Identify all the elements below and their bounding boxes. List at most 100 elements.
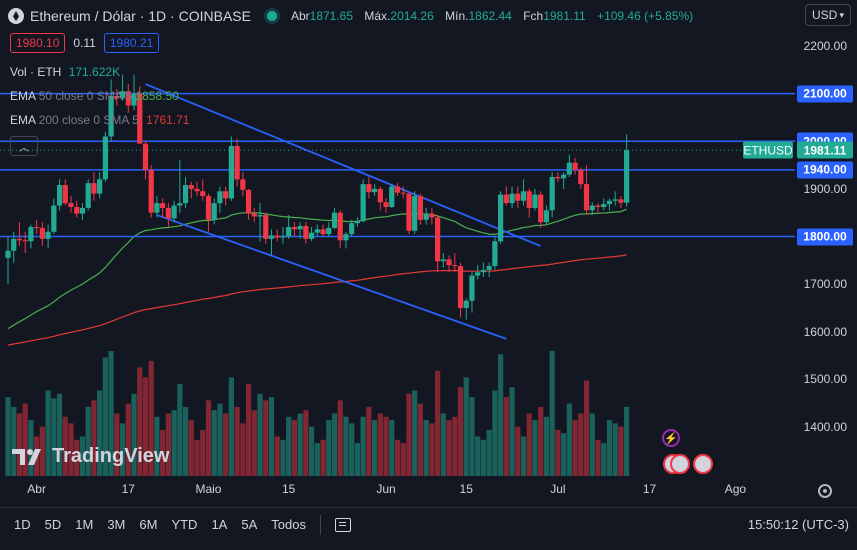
timeframe-button-1d[interactable]: 1D — [14, 517, 31, 532]
candle-body — [583, 184, 590, 211]
price-tick-label: 1600.00 — [803, 324, 847, 339]
candle-body — [343, 234, 349, 241]
ethereum-icon — [8, 8, 24, 24]
ema200-line — [7, 254, 627, 346]
volume-bar — [515, 426, 521, 476]
candle-body — [480, 269, 487, 273]
ema200-params: 200 close 0 SMA 5 — [38, 113, 139, 127]
candle-body — [74, 206, 80, 214]
volume-bar — [624, 406, 630, 476]
candle-body — [194, 188, 200, 192]
candle-body — [114, 96, 120, 99]
candle-body — [240, 179, 246, 190]
candle-body — [538, 194, 544, 223]
calendar-range-icon[interactable] — [334, 517, 351, 532]
candle-body — [412, 196, 418, 231]
volume-bar — [526, 413, 532, 476]
candle-body — [182, 185, 189, 204]
volume-bar — [274, 436, 280, 476]
volume-bar — [457, 387, 464, 476]
volume-bar — [595, 439, 601, 476]
candle-body — [595, 205, 601, 207]
candle-body — [618, 199, 624, 203]
price-axis[interactable]: 2200.002100.002000.001900.001800.001700.… — [795, 0, 857, 500]
candle-body — [589, 205, 595, 211]
timeframe-button-6m[interactable]: 6M — [139, 517, 158, 532]
timeframe-button-ytd[interactable]: YTD — [171, 517, 198, 532]
timeframe-button-3m[interactable]: 3M — [107, 517, 126, 532]
candle-body — [34, 226, 40, 228]
volume-bar — [349, 423, 355, 476]
change-value: +109.46 (+5.85%) — [597, 9, 694, 23]
volume-bar — [440, 413, 446, 476]
volume-bar — [463, 377, 469, 476]
chevron-down-icon: ▾ — [839, 9, 844, 20]
ema50-line — [7, 208, 627, 330]
volume-bar — [119, 423, 126, 476]
volume-bar — [280, 439, 286, 476]
candle-body — [188, 185, 194, 189]
timeframe-button-5a[interactable]: 5A — [241, 517, 258, 532]
volume-bar — [331, 413, 338, 476]
candle-body — [371, 188, 378, 193]
volume-bar — [114, 413, 120, 476]
level-price-badge: 2100.00 — [797, 85, 853, 103]
price-tick-label: 1900.00 — [803, 181, 847, 196]
candle-body — [601, 204, 607, 207]
time-axis[interactable]: Abr 17 Maio 15 Jun 15 Jul 17 Ago — [0, 482, 795, 500]
volume-bar — [434, 370, 441, 476]
ohlc-values: Abr1871.65 Máx.2014.26 Mín.1862.44 Fch19… — [291, 9, 701, 23]
collapse-legend-button[interactable]: ︿ — [10, 136, 38, 156]
volume-bar — [371, 420, 378, 476]
candle-body — [452, 265, 458, 267]
volume-bar — [337, 400, 343, 476]
currency-selector[interactable]: USD ▾ — [805, 4, 851, 26]
volume-bar — [360, 416, 366, 476]
volume-legend[interactable]: Vol · ETH 171.622K — [10, 65, 120, 79]
time-tick-label: 17 — [121, 482, 135, 496]
us-flag-event-icon[interactable] — [670, 454, 690, 474]
candle-body — [423, 213, 429, 220]
price-tick-label: 2200.00 — [803, 39, 847, 53]
ema200-legend[interactable]: EMA 200 close 0 SMA 5 1761.71 — [10, 113, 189, 127]
symbol-header: Ethereum / Dólar · 1D · COINBASE Abr1871… — [8, 6, 701, 26]
timeframe-button-todos[interactable]: Todos — [271, 517, 306, 532]
candle-body — [297, 226, 303, 230]
volume-bar — [45, 390, 51, 476]
us-flag-event-icon[interactable] — [693, 454, 713, 474]
volume-bar — [400, 443, 406, 476]
settings-gear-icon[interactable] — [818, 484, 832, 498]
volume-bar — [532, 420, 538, 476]
volume-bar — [240, 423, 246, 476]
candle-body — [228, 146, 234, 199]
lightning-event-icon[interactable]: ⚡ — [662, 429, 680, 447]
timeframe-button-1m[interactable]: 1M — [75, 517, 94, 532]
volume-bar — [343, 416, 349, 476]
ema50-legend[interactable]: EMA 50 close 0 SMA 5 1858.50 — [10, 89, 179, 103]
volume-bar — [194, 439, 200, 476]
volume-bar — [137, 367, 143, 476]
last-price-badge: 1981.11 — [797, 141, 853, 159]
candle-body — [108, 96, 114, 137]
timeframe-button-5d[interactable]: 5D — [44, 517, 62, 532]
volume-bar — [509, 387, 515, 476]
clock-timezone[interactable]: 15:50:12 (UTC-3) — [747, 517, 849, 532]
volume-bar — [177, 383, 183, 476]
trendline — [156, 214, 507, 340]
volume-bar — [200, 429, 206, 476]
market-status-icon[interactable] — [266, 11, 277, 21]
sell-button[interactable]: 1980.10 — [10, 33, 66, 53]
symbol-title[interactable]: Ethereum / Dólar · 1D · COINBASE — [30, 8, 251, 24]
candle-body — [91, 183, 97, 194]
buy-button[interactable]: 1980.21 — [103, 33, 160, 53]
candle-body — [257, 215, 263, 217]
tradingview-wordmark: TradingView — [52, 445, 170, 467]
candle-body — [308, 232, 315, 239]
candle-body — [360, 184, 366, 222]
volume-bar — [268, 397, 275, 476]
price-chart[interactable] — [0, 0, 795, 482]
timeframe-button-1a[interactable]: 1A — [211, 517, 228, 532]
candle-body — [457, 266, 464, 308]
volume-bar — [28, 420, 34, 476]
candle-body — [475, 272, 481, 276]
